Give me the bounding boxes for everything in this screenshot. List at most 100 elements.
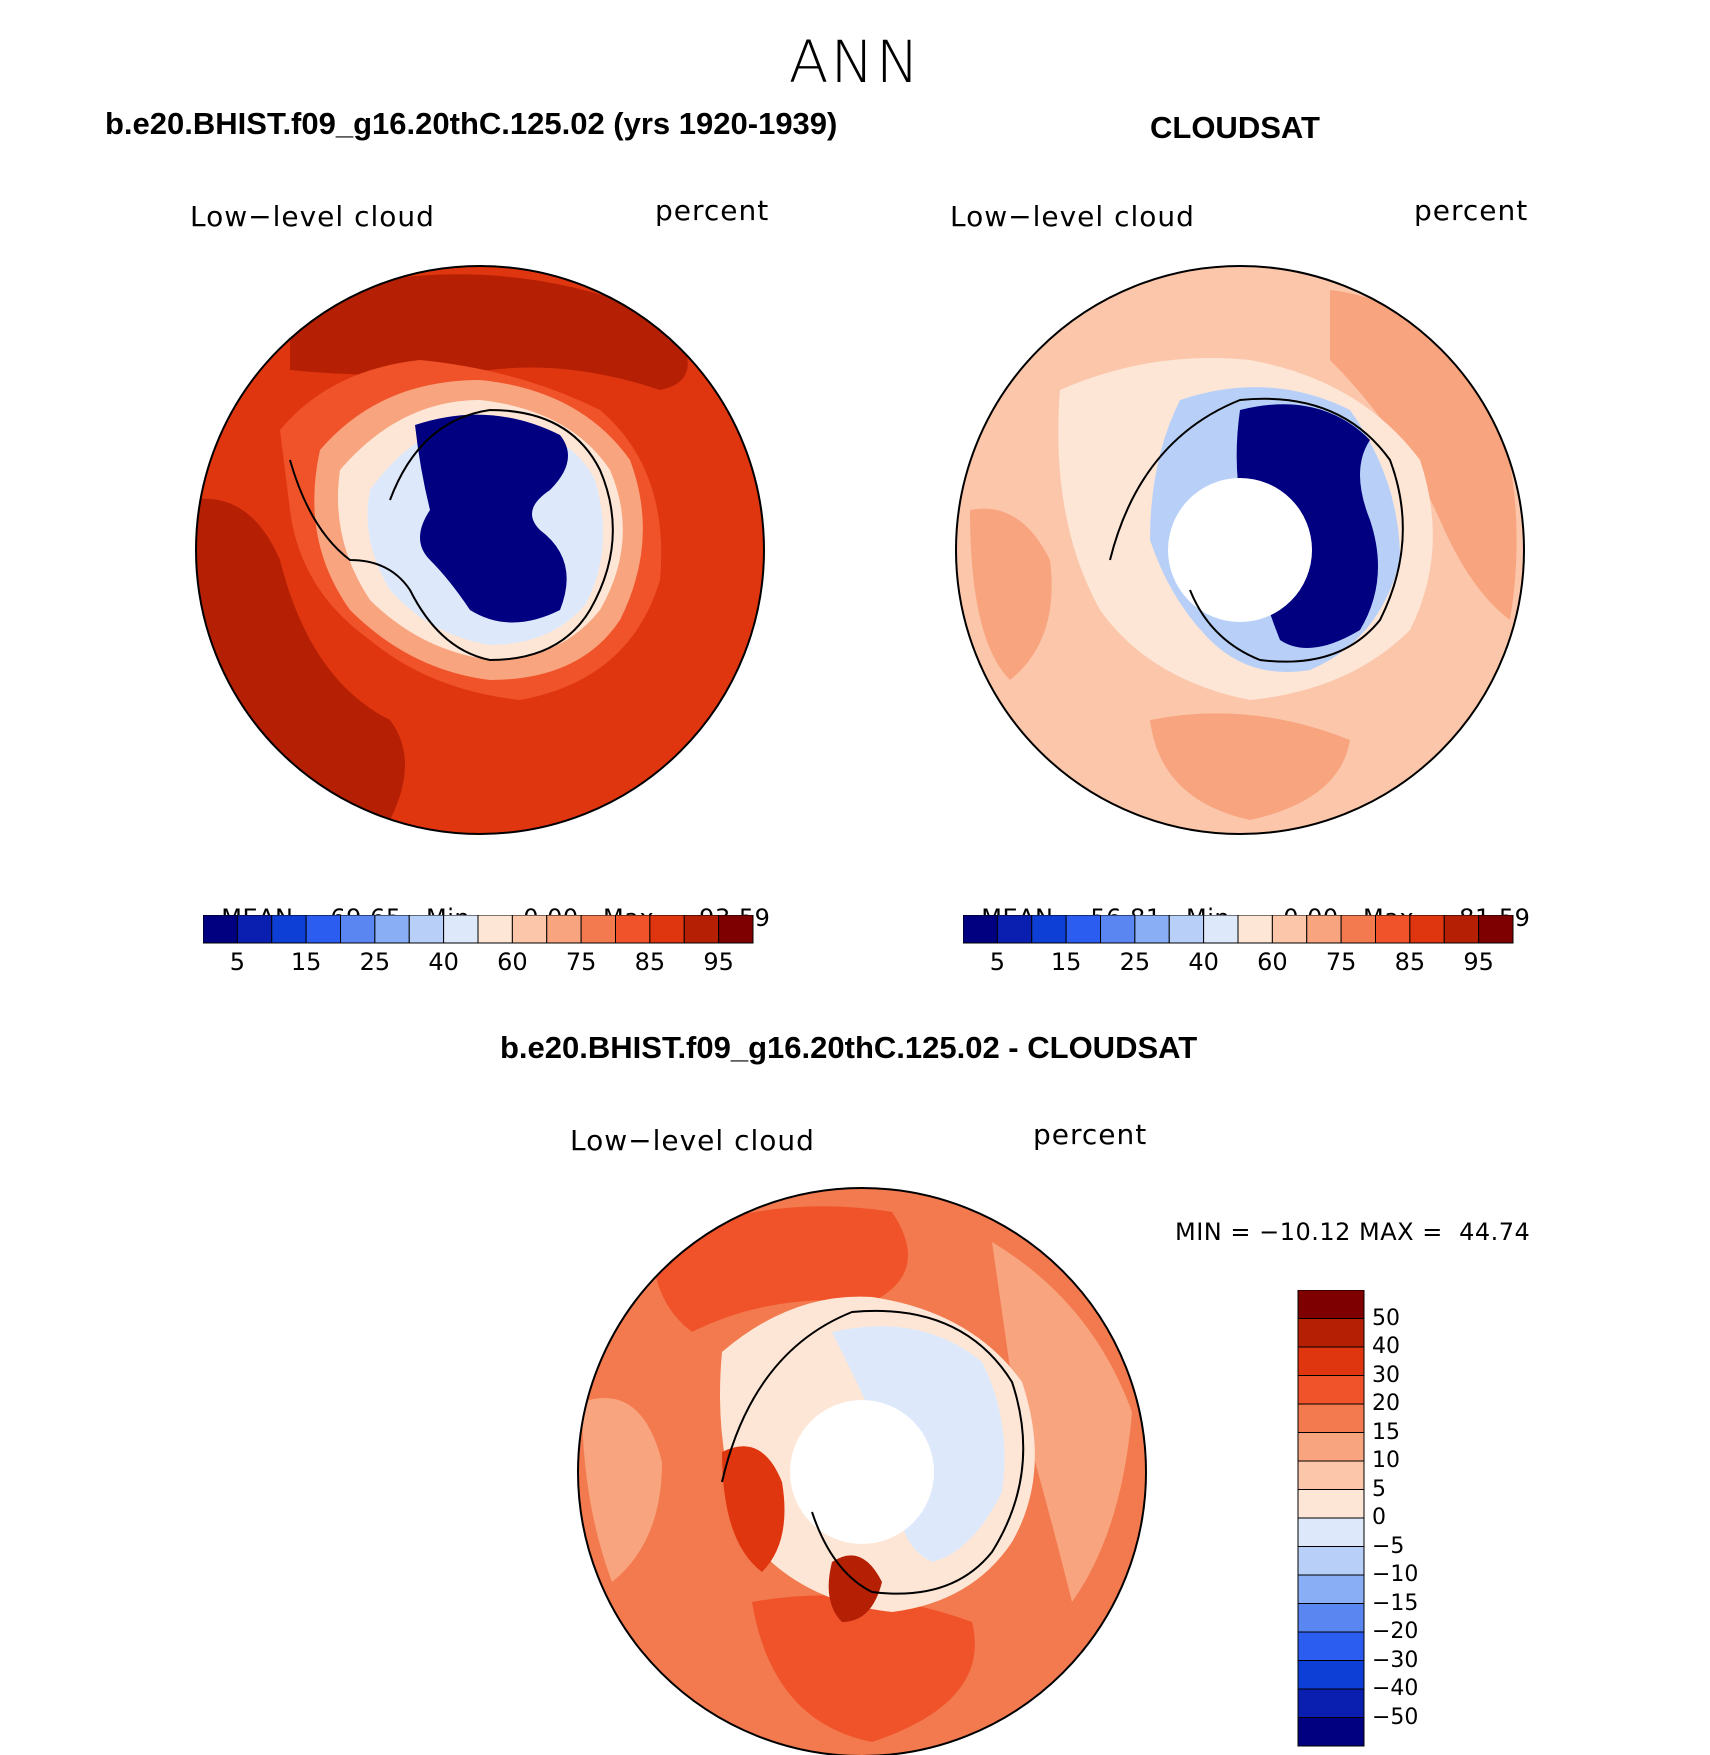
colorbar-box bbox=[1297, 1489, 1365, 1519]
colorbar-box bbox=[477, 915, 513, 944]
colorbar-box bbox=[615, 915, 651, 944]
colorbar-tick-label: 15 bbox=[1050, 948, 1082, 976]
colorbar-box bbox=[443, 915, 479, 944]
diff-minmax: MIN = −10.12 MAX = 44.74 bbox=[1175, 1218, 1531, 1246]
colorbar-tick-label: 15 bbox=[290, 948, 322, 976]
colorbar-box bbox=[1100, 915, 1136, 944]
colorbar-box bbox=[1409, 915, 1445, 944]
colorbar-box bbox=[1478, 915, 1514, 944]
colorbar-box bbox=[1271, 915, 1308, 944]
colorbar-box bbox=[1340, 915, 1376, 944]
colorbar-tick-label: −30 bbox=[1372, 1647, 1419, 1673]
colorbar-box bbox=[1297, 1717, 1365, 1747]
model-field-core bbox=[415, 414, 568, 623]
colorbar-box bbox=[236, 915, 273, 944]
colorbar-tick-label: 15 bbox=[1372, 1419, 1400, 1445]
colorbar-box bbox=[1134, 915, 1170, 944]
obs-colorbar-ticks: 5 15 25 40 60 75 85 95 bbox=[963, 948, 1518, 980]
obs-case-title: CLOUDSAT bbox=[1150, 110, 1320, 145]
colorbar-tick-label: 85 bbox=[1394, 948, 1426, 976]
diff-colorbar-ticks: 50 40 30 20 15 10 5 0 −5 −10 −15 −20 −30 −40 −50 bbox=[1372, 1290, 1492, 1750]
obs-data-gap bbox=[1168, 478, 1312, 622]
colorbar-tick-label: 95 bbox=[703, 948, 734, 976]
colorbar-box bbox=[511, 915, 548, 944]
colorbar-box bbox=[1306, 915, 1342, 944]
obs-units-label: percent bbox=[1414, 194, 1529, 227]
model-units-label: percent bbox=[655, 194, 770, 227]
diff-polar-map bbox=[577, 1187, 1147, 1755]
colorbar-box bbox=[1203, 915, 1239, 944]
colorbar-box bbox=[546, 915, 582, 944]
colorbar-tick-label: 75 bbox=[1325, 948, 1357, 976]
model-colorbar-ticks: 5 15 25 40 60 75 85 95 bbox=[203, 948, 758, 980]
diff-units-label: percent bbox=[1033, 1118, 1148, 1151]
diff-field-south bbox=[752, 1595, 975, 1742]
colorbar-box bbox=[1297, 1403, 1365, 1433]
colorbar-box bbox=[963, 915, 998, 944]
colorbar-box bbox=[1168, 915, 1205, 944]
colorbar-box bbox=[1297, 1574, 1365, 1604]
colorbar-tick-label: 5 bbox=[1372, 1476, 1386, 1502]
colorbar-box bbox=[1031, 915, 1067, 944]
colorbar-box bbox=[1297, 1432, 1365, 1462]
colorbar-box bbox=[1297, 1688, 1365, 1718]
model-coastline bbox=[289, 408, 614, 662]
colorbar-box bbox=[580, 915, 616, 944]
colorbar-box bbox=[1237, 915, 1273, 944]
colorbar-box bbox=[1297, 1517, 1365, 1547]
colorbar-box bbox=[1297, 1660, 1365, 1690]
colorbar-box bbox=[1443, 915, 1480, 944]
colorbar-tick-label: −10 bbox=[1372, 1562, 1419, 1587]
diff-field-north bbox=[652, 1206, 908, 1332]
page-title: ANN bbox=[788, 28, 922, 96]
colorbar-box bbox=[1297, 1318, 1365, 1348]
colorbar-box bbox=[1297, 1290, 1365, 1319]
diff-field-west bbox=[582, 1398, 662, 1582]
colorbar-box bbox=[1297, 1346, 1365, 1376]
colorbar-tick-label: 10 bbox=[1372, 1448, 1400, 1473]
colorbar-box bbox=[1375, 915, 1411, 944]
colorbar-tick-label: 85 bbox=[634, 948, 666, 976]
obs-variable-label: Low−level cloud bbox=[950, 200, 1195, 233]
colorbar-tick-label: −15 bbox=[1372, 1590, 1419, 1616]
colorbar-tick-label: −50 bbox=[1372, 1704, 1419, 1730]
obs-colorbar bbox=[963, 915, 1514, 944]
colorbar-box bbox=[718, 915, 754, 944]
colorbar-tick-label: 60 bbox=[497, 948, 528, 976]
obs-polar-map bbox=[955, 265, 1525, 835]
colorbar-box bbox=[1297, 1460, 1365, 1490]
colorbar-tick-label: 75 bbox=[565, 948, 597, 976]
colorbar-box bbox=[203, 915, 238, 944]
colorbar-tick-label: −40 bbox=[1372, 1676, 1419, 1701]
colorbar-tick-label: 40 bbox=[1372, 1334, 1400, 1359]
colorbar-tick-label: −20 bbox=[1372, 1619, 1419, 1644]
colorbar-box bbox=[271, 915, 307, 944]
colorbar-box bbox=[305, 915, 341, 944]
colorbar-box bbox=[649, 915, 685, 944]
colorbar-tick-label: 40 bbox=[1188, 948, 1219, 976]
obs-field-west bbox=[970, 508, 1052, 680]
colorbar-tick-label: 30 bbox=[1372, 1362, 1400, 1388]
colorbar-box bbox=[1297, 1546, 1365, 1576]
model-colorbar bbox=[203, 915, 754, 944]
model-field-high-north bbox=[290, 274, 688, 390]
colorbar-box bbox=[1297, 1375, 1365, 1405]
colorbar-box bbox=[996, 915, 1033, 944]
colorbar-tick-label: 50 bbox=[1372, 1305, 1400, 1331]
model-case-title: b.e20.BHIST.f09_g16.20thC.125.02 (yrs 19… bbox=[105, 106, 838, 141]
diff-field-pos-south bbox=[828, 1555, 882, 1622]
colorbar-box bbox=[374, 915, 410, 944]
colorbar-tick-label: 20 bbox=[1372, 1391, 1400, 1416]
obs-coastline bbox=[1109, 397, 1404, 663]
model-polar-map bbox=[195, 265, 765, 835]
colorbar-box bbox=[683, 915, 720, 944]
colorbar-tick-label: 40 bbox=[428, 948, 459, 976]
colorbar-box bbox=[1065, 915, 1101, 944]
colorbar-box bbox=[408, 915, 445, 944]
colorbar-tick-label: 60 bbox=[1257, 948, 1288, 976]
diff-data-gap bbox=[790, 1400, 934, 1544]
diff-field-pos-west bbox=[722, 1446, 785, 1572]
model-variable-label: Low−level cloud bbox=[190, 200, 435, 233]
colorbar-tick-label: −5 bbox=[1372, 1533, 1405, 1559]
obs-field-south bbox=[1150, 713, 1350, 820]
